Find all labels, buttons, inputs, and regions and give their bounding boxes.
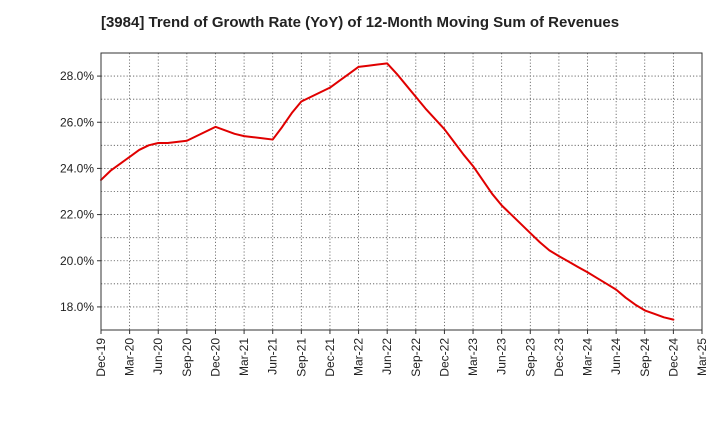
- x-tick-label: Jun-21: [266, 338, 280, 375]
- x-tick-label: Dec-19: [94, 338, 108, 377]
- x-tick-label: Jun-23: [495, 338, 509, 375]
- x-tick-label: Dec-23: [552, 338, 566, 377]
- x-tick-label: Jun-22: [380, 338, 394, 375]
- series-layer: [100, 62, 675, 321]
- y-tick-label: 28.0%: [60, 69, 94, 83]
- y-tick-label: 22.0%: [60, 208, 94, 222]
- x-tick-label: Sep-24: [638, 338, 652, 377]
- y-tick-label: 20.0%: [60, 254, 94, 268]
- axes: Dec-19 Mar-20 Jun-20 Sep-20 Dec-20 Mar-21 Jun-…: [60, 52, 709, 377]
- x-tick-label: Dec-24: [666, 338, 680, 377]
- x-tick-label: Mar-25: [695, 338, 709, 376]
- x-tick-label: Mar-23: [466, 338, 480, 376]
- x-tick-label: Sep-20: [180, 338, 194, 377]
- plot-frame: [100, 52, 703, 331]
- x-tick-label: Dec-22: [437, 338, 451, 377]
- x-tick-label: Sep-21: [294, 338, 308, 377]
- chart-title: [3984] Trend of Growth Rate (YoY) of 12-…: [100, 14, 620, 31]
- y-tick-label: 26.0%: [60, 115, 94, 129]
- y-tick-label: 24.0%: [60, 161, 94, 175]
- series-line: [100, 62, 675, 321]
- y-tick-label: 18.0%: [60, 300, 94, 314]
- x-tick-label: Mar-22: [352, 338, 366, 376]
- x-tick-label: Mar-21: [237, 338, 251, 376]
- x-tick-label: Dec-21: [323, 338, 337, 377]
- x-tick-label: Sep-22: [409, 338, 423, 377]
- x-tick-label: Sep-23: [523, 338, 537, 377]
- x-tick-label: Dec-20: [208, 338, 222, 377]
- x-tick-label: Jun-24: [609, 338, 623, 375]
- x-tick-label: Jun-20: [151, 338, 165, 375]
- x-tick-label: Mar-24: [581, 338, 595, 376]
- x-tick-label: Mar-20: [123, 338, 137, 376]
- grid: [101, 53, 702, 330]
